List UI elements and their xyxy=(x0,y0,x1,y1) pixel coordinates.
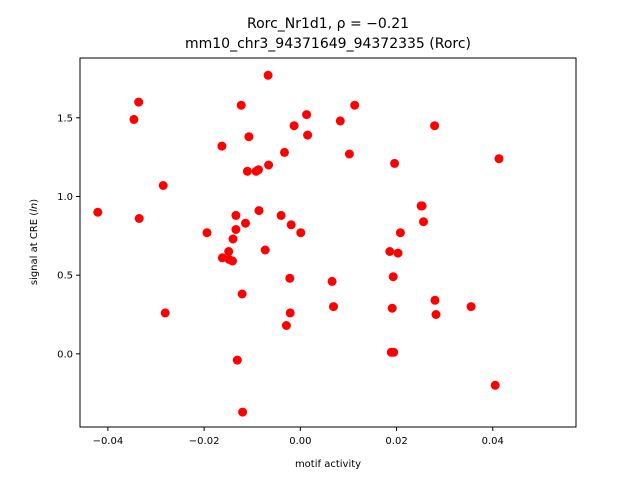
data-point-26 xyxy=(263,70,273,80)
data-point-6 xyxy=(202,228,212,238)
plot-frame xyxy=(79,57,577,428)
data-point-33 xyxy=(286,220,296,230)
data-point-2 xyxy=(134,97,144,107)
data-point-39 xyxy=(329,302,338,312)
data-point-12 xyxy=(228,234,238,244)
x-tick-label: −0.02 xyxy=(189,436,220,447)
y-tick-label: 1.0 xyxy=(57,192,73,203)
data-point-7 xyxy=(217,141,227,151)
x-tick-label: −0.04 xyxy=(93,436,124,447)
data-point-53 xyxy=(419,217,428,227)
data-point-50 xyxy=(395,228,405,238)
data-point-5 xyxy=(160,308,170,318)
data-point-30 xyxy=(281,321,291,330)
x-axis-label: motif activity xyxy=(295,459,361,470)
data-point-21 xyxy=(244,132,254,142)
data-point-35 xyxy=(296,228,306,238)
data-point-32 xyxy=(285,308,295,318)
data-point-15 xyxy=(232,355,242,365)
data-point-18 xyxy=(238,407,248,417)
chart-title-line1: Rorc_Nr1d1, ρ = −0.21 xyxy=(247,16,409,32)
data-point-20 xyxy=(242,166,252,176)
data-point-41 xyxy=(344,149,354,159)
data-point-16 xyxy=(236,100,246,110)
data-point-31 xyxy=(285,273,295,283)
data-point-45 xyxy=(387,303,397,313)
data-point-34 xyxy=(289,121,299,131)
y-tick-label: 0.5 xyxy=(57,271,73,282)
data-point-28 xyxy=(276,210,286,220)
data-point-1 xyxy=(129,114,139,124)
data-point-55 xyxy=(430,295,440,305)
data-point-3 xyxy=(134,214,144,223)
data-point-52 xyxy=(417,201,427,211)
data-point-47 xyxy=(389,347,399,357)
data-point-25 xyxy=(260,245,270,255)
data-point-56 xyxy=(431,310,441,319)
data-point-4 xyxy=(158,181,168,190)
y-tick-label: 0.0 xyxy=(57,349,73,360)
data-point-57 xyxy=(466,302,476,312)
data-point-29 xyxy=(280,147,289,157)
x-tick-label: 0.02 xyxy=(385,436,407,447)
data-point-49 xyxy=(393,248,403,258)
data-point-0 xyxy=(93,207,103,217)
x-axis-ticks: −0.04 −0.02 0.00 0.02 0.04 xyxy=(93,427,504,447)
chart-title-line2: mm10_chr3_94371649_94372335 (Rorc) xyxy=(185,36,471,52)
data-points xyxy=(93,70,504,417)
data-point-24 xyxy=(254,206,264,216)
y-tick-label: 1.5 xyxy=(57,113,73,124)
data-point-46 xyxy=(388,272,398,282)
data-point-38 xyxy=(327,276,337,286)
data-point-19 xyxy=(241,218,250,228)
data-point-14 xyxy=(231,210,241,220)
data-point-27 xyxy=(264,160,274,170)
data-point-9 xyxy=(224,247,234,256)
data-point-54 xyxy=(430,121,440,131)
data-point-40 xyxy=(335,116,345,126)
data-point-17 xyxy=(237,289,247,299)
data-point-48 xyxy=(390,158,400,168)
data-point-42 xyxy=(350,100,360,110)
y-axis-ticks: 0.0 0.5 1.0 1.5 xyxy=(57,113,80,360)
x-tick-label: 0.00 xyxy=(289,436,311,447)
y-axis-label: signal at CRE (ln) xyxy=(29,199,40,285)
data-point-36 xyxy=(302,110,312,120)
data-point-23 xyxy=(254,165,263,175)
data-point-59 xyxy=(494,154,504,164)
data-point-37 xyxy=(303,130,313,140)
data-point-13 xyxy=(231,225,241,234)
data-point-11 xyxy=(228,256,237,266)
x-tick-label: 0.04 xyxy=(482,436,504,447)
data-point-43 xyxy=(385,247,395,256)
data-point-58 xyxy=(490,380,500,390)
